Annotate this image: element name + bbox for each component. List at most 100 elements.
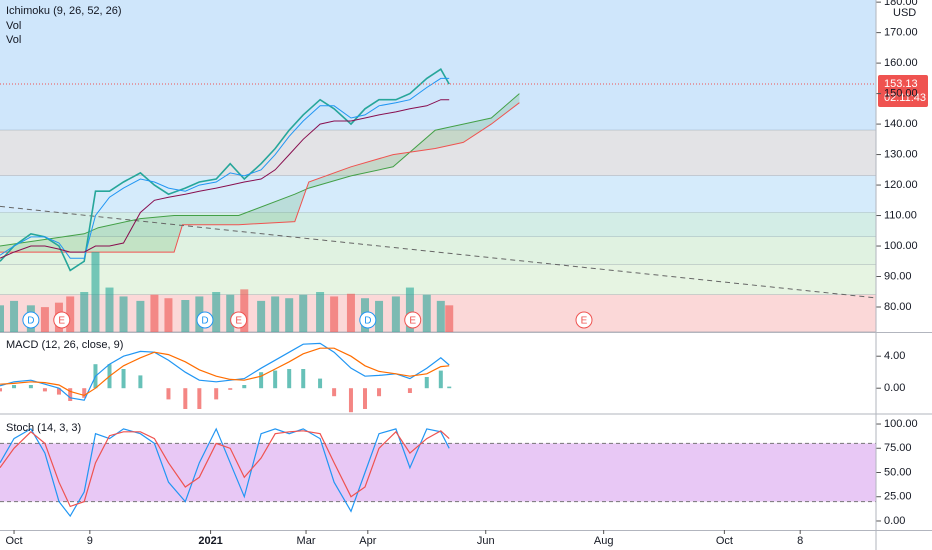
histogram-bar	[407, 388, 412, 393]
x-tick-label: Apr	[359, 535, 376, 547]
volume-bar	[181, 300, 190, 332]
y-tick-label: 25.00	[884, 491, 912, 503]
y-tick-label: 180.00	[884, 0, 918, 8]
event-label: D	[364, 316, 371, 327]
event-marker	[230, 311, 248, 329]
y-tick-label: 150.00	[884, 88, 918, 100]
y-tick-label: 0.00	[884, 515, 905, 527]
volume-bar	[212, 292, 221, 332]
volume-bar	[40, 307, 49, 332]
span-b	[0, 102, 520, 253]
y-tick-label: 75.00	[884, 442, 912, 454]
histogram-bar	[301, 369, 306, 389]
volume-bar	[330, 296, 339, 332]
fib-band	[0, 130, 876, 176]
stoch-band	[0, 443, 876, 502]
event-marker	[53, 311, 71, 329]
volume-bar	[226, 294, 235, 332]
x-tick-label: 2021	[198, 535, 222, 547]
y-tick-label: 100.00	[884, 240, 918, 252]
event-label: E	[58, 316, 65, 327]
event-label: D	[201, 316, 208, 327]
macd-line	[0, 347, 450, 397]
volume-bar	[316, 292, 325, 332]
histogram-bar	[68, 388, 73, 401]
volume-bar	[164, 298, 173, 332]
histogram-bar	[82, 388, 87, 398]
event-label: D	[27, 316, 34, 327]
y-tick-label: 100.00	[884, 418, 918, 430]
macd-line	[0, 342, 450, 401]
histogram-bar	[318, 378, 323, 389]
y-tick-label: 80.00	[884, 301, 912, 313]
histogram-bar	[242, 385, 247, 389]
y-tick-label: 90.00	[884, 270, 912, 282]
histogram-bar	[214, 388, 219, 400]
volume-bar	[375, 300, 384, 332]
volume-bar	[271, 296, 280, 332]
x-tick-label: Oct	[716, 535, 733, 547]
histogram-bar	[447, 386, 452, 389]
histogram-bar	[183, 388, 188, 409]
histogram-bar	[377, 388, 382, 397]
fib-band	[0, 264, 876, 295]
last-price: 153.13	[884, 78, 918, 90]
event-marker	[359, 311, 377, 329]
volume-bar	[80, 292, 89, 332]
volume-bar	[105, 287, 114, 332]
event-label: E	[581, 316, 588, 327]
stoch-line	[0, 430, 450, 508]
x-tick-label: Oct	[5, 535, 22, 547]
volume-bar	[346, 293, 355, 332]
stoch-pane: 100.00 75.00 50.00 25.00 0.00	[0, 418, 918, 527]
volume-bar	[66, 296, 75, 332]
event-marker	[404, 311, 422, 329]
x-tick-label: 9	[87, 535, 93, 547]
histogram-bar	[121, 369, 126, 389]
currency: USD	[893, 7, 916, 19]
histogram-bar	[273, 370, 278, 389]
volume-bar	[257, 300, 266, 332]
x-tick-label: 8	[797, 535, 803, 547]
price-line	[0, 99, 450, 259]
histogram-bar	[438, 370, 443, 389]
histogram-bar	[228, 388, 233, 390]
volume-bar	[240, 289, 249, 332]
event-label: E	[409, 316, 416, 327]
histogram-bar	[332, 388, 337, 397]
y-tick-label: 120.00	[884, 179, 918, 191]
macd-pane: 4.00 0.00	[0, 342, 905, 413]
y-tick-label: 110.00	[884, 209, 917, 221]
x-tick-label: Jun	[477, 535, 495, 547]
y-tick-label: 0.00	[884, 382, 905, 394]
histogram-bar	[0, 388, 2, 392]
histogram-bar	[138, 375, 143, 389]
y-tick-label: 160.00	[884, 57, 918, 69]
volume-bar	[436, 300, 445, 332]
x-tick-label: Mar	[297, 535, 316, 547]
volume-bar	[10, 300, 19, 332]
fib-band	[0, 236, 876, 265]
volume-bar	[422, 294, 431, 332]
histogram-bar	[424, 377, 429, 389]
histogram-bar	[56, 388, 61, 395]
price-line	[0, 77, 450, 259]
histogram-bar	[348, 388, 353, 413]
price-line	[0, 68, 450, 272]
legends: Ichimoku (9, 26, 52, 26) Vol Vol MACD (1…	[6, 5, 916, 434]
volume-bar	[136, 300, 145, 332]
volume-bar	[391, 296, 400, 332]
macd-title: MACD (12, 26, close, 9)	[6, 339, 123, 351]
histogram-bar	[287, 369, 292, 389]
event-marker	[22, 311, 40, 329]
histogram-bar	[363, 388, 367, 409]
histogram-bar	[259, 372, 264, 389]
volume-bar	[445, 305, 454, 332]
event-marker	[196, 311, 214, 329]
cloud-fill	[0, 93, 520, 253]
x-tick-label: Aug	[594, 535, 614, 547]
y-tick-label: 140.00	[884, 118, 918, 130]
fib-band	[0, 0, 876, 131]
